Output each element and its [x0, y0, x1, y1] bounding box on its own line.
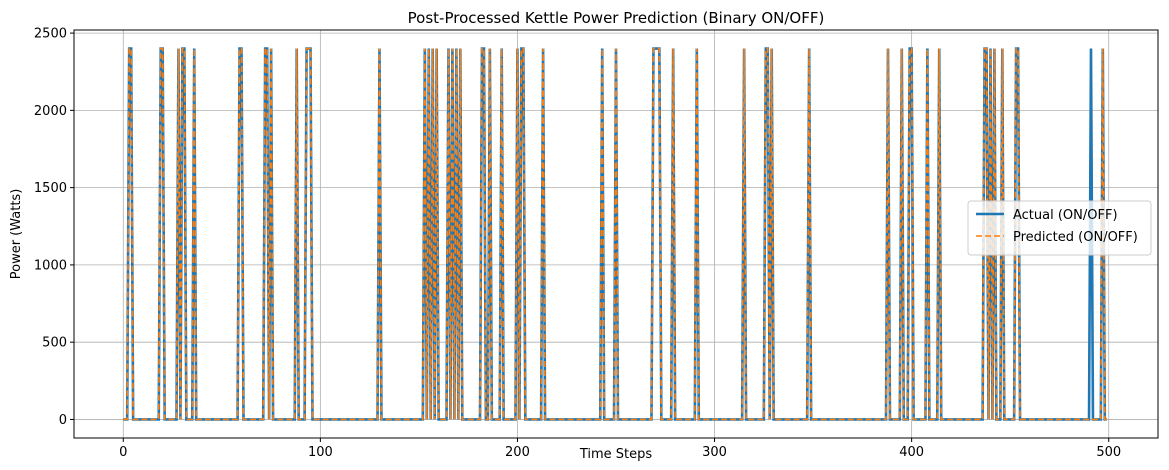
legend-label-actual: Actual (ON/OFF)	[1013, 208, 1118, 223]
legend: Actual (ON/OFF) Predicted (ON/OFF)	[967, 200, 1152, 256]
x-tick-label: 400	[899, 445, 924, 460]
y-axis: 0 500 1000 1500 2000 2500	[34, 27, 74, 428]
x-tick-label: 200	[505, 445, 530, 460]
y-tick-label: 500	[42, 336, 67, 351]
plot-frame	[73, 29, 1159, 439]
series-lines	[123, 47, 1107, 421]
chart-title: Post-Processed Kettle Power Prediction (…	[408, 9, 825, 27]
y-tick-label: 1000	[34, 258, 67, 273]
x-tick-label: 0	[119, 445, 127, 460]
x-axis-label: Time Steps	[579, 447, 653, 462]
x-tick-label: 100	[308, 445, 333, 460]
x-axis: 0 100 200 300 400 500	[119, 438, 1121, 460]
y-tick-label: 1500	[34, 181, 67, 196]
legend-label-predicted: Predicted (ON/OFF)	[1013, 230, 1138, 245]
y-tick-label: 2000	[34, 104, 67, 119]
y-tick-label: 0	[59, 413, 67, 428]
x-tick-label: 300	[702, 445, 727, 460]
legend-box	[967, 200, 1152, 256]
y-tick-label: 2500	[34, 27, 67, 42]
x-tick-label: 500	[1096, 445, 1121, 460]
series-line-predicted	[123, 47, 1107, 421]
y-axis-label: Power (Watts)	[9, 189, 24, 280]
